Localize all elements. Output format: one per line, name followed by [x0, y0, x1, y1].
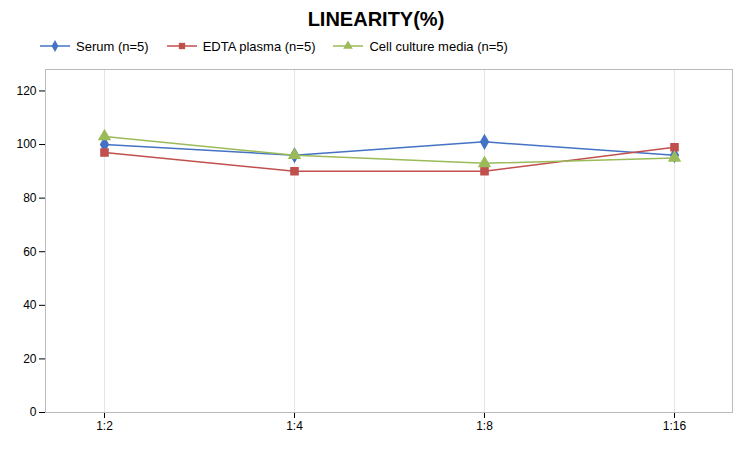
svg-text:20: 20: [23, 352, 37, 366]
svg-text:60: 60: [23, 245, 37, 259]
svg-text:80: 80: [23, 191, 37, 205]
html-text:Serum (n=5): Serum (n=5): [76, 38, 149, 54]
svg-text:100: 100: [16, 137, 36, 151]
svg-text:120: 120: [16, 84, 36, 98]
html-text:EDTA plasma (n=5): EDTA plasma (n=5): [202, 38, 316, 54]
html-text:LINEARITY(%): LINEARITY(%): [307, 8, 445, 30]
svg-text:40: 40: [23, 298, 37, 312]
svg-text:0: 0: [30, 405, 37, 419]
svg-text:1:8: 1:8: [476, 419, 493, 433]
svg-text:1:16: 1:16: [663, 419, 687, 433]
svg-text:1:2: 1:2: [96, 419, 113, 433]
html-text:Cell culture media (n=5): Cell culture media (n=5): [369, 38, 508, 54]
svg-text:1:4: 1:4: [286, 419, 303, 433]
